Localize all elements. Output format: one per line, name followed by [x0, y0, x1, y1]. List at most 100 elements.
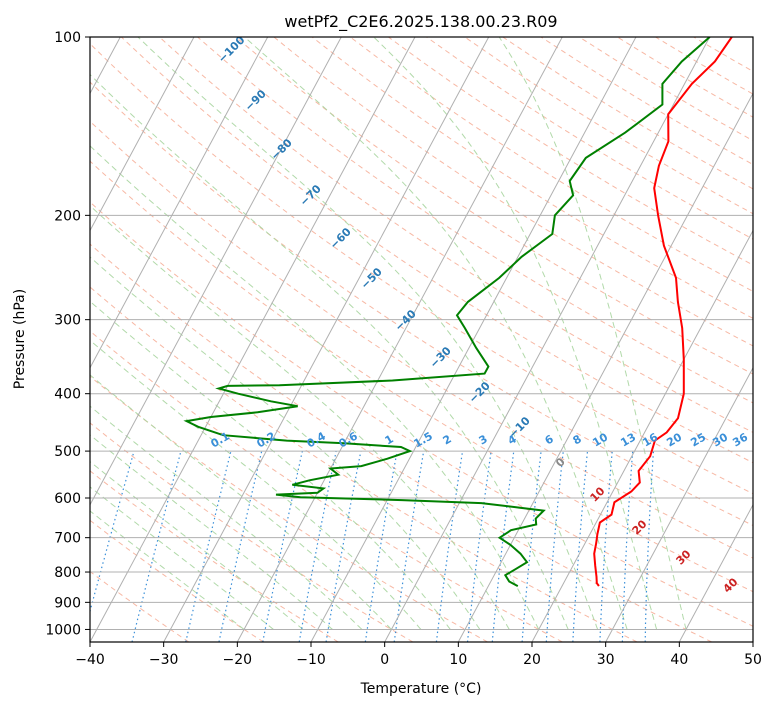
moist-adiabat-line — [90, 300, 451, 630]
mixing-ratio-line — [466, 451, 492, 642]
x-tick-label: −30 — [149, 652, 179, 668]
moist-adiabat-line — [90, 374, 392, 630]
moist-adiabat-line — [90, 434, 333, 630]
mixing-ratio-label: 0.1 — [209, 429, 232, 450]
mixing-ratio-line — [521, 451, 542, 642]
temperature-profile-line — [593, 37, 733, 587]
dry-adiabat-line — [426, 37, 753, 240]
dry-adiabat-label: 20 — [630, 517, 650, 537]
mixing-ratio-line — [298, 450, 337, 642]
y-tick-label: 700 — [54, 531, 81, 547]
isotherm-line — [310, 37, 637, 642]
mixing-ratio-label: 3 — [477, 432, 490, 447]
x-tick-label: 10 — [449, 652, 467, 668]
mixing-ratio-label: 36 — [730, 430, 750, 449]
isotherm-line — [531, 229, 753, 642]
mixing-ratio-line — [131, 450, 182, 642]
y-tick-label: 600 — [54, 491, 81, 507]
mixing-ratio-label: 2 — [441, 432, 454, 447]
moist-adiabat-line — [137, 37, 599, 630]
dry-adiabat-label: −60 — [327, 225, 354, 252]
mixing-ratio-label: 0.6 — [337, 429, 361, 450]
dry-adiabat-line — [90, 422, 414, 642]
y-tick-label: 100 — [54, 30, 81, 46]
isotherm-line — [384, 37, 711, 642]
dry-adiabat-line — [90, 286, 638, 642]
x-tick-label: −20 — [223, 652, 253, 668]
y-tick-label: 800 — [54, 565, 81, 581]
x-tick-label: 0 — [380, 652, 389, 668]
moist-adiabat-line — [90, 145, 540, 630]
isotherm-line — [90, 37, 269, 369]
dry-adiabat-label: −90 — [242, 87, 269, 114]
moist-adiabat-line — [90, 486, 274, 630]
isotherm-line — [163, 37, 490, 642]
chart-title: wetPf2_C2E6.2025.138.00.23.R09 — [284, 12, 557, 32]
x-axis-label: Temperature (°C) — [360, 681, 482, 697]
dry-adiabat-line — [349, 37, 753, 292]
dewpoint-profile-line — [183, 37, 711, 587]
dry-adiabat-line — [311, 37, 753, 319]
mixing-ratio-line — [599, 451, 613, 642]
mixing-ratio-line — [491, 451, 515, 642]
plot-frame — [89, 36, 754, 643]
x-tick-label: 30 — [597, 652, 615, 668]
dry-adiabat-label: 40 — [721, 575, 741, 595]
isotherm-line — [678, 503, 753, 642]
x-tick-label: 20 — [523, 652, 541, 668]
moist-adiabat-line — [90, 205, 510, 630]
moist-adiabat-line — [90, 256, 481, 630]
mixing-ratio-line — [325, 450, 362, 642]
moist-adiabat-line — [90, 339, 422, 630]
dry-adiabat-label: −70 — [297, 182, 324, 209]
mixing-ratio-label: 10 — [590, 430, 610, 449]
dry-adiabat-label: 30 — [674, 547, 694, 567]
moist-adiabat-line — [244, 37, 628, 630]
dry-adiabat-label: 0 — [553, 455, 568, 470]
dry-adiabat-label: −20 — [466, 379, 493, 406]
mixing-ratio-line — [545, 451, 564, 642]
mixing-ratio-line — [364, 450, 398, 642]
dry-adiabat-line — [578, 37, 753, 142]
y-tick-label: 1000 — [45, 622, 81, 638]
dry-adiabat-label: −30 — [427, 344, 454, 371]
y-tick-label: 400 — [54, 387, 81, 403]
moist-adiabat-line — [90, 510, 245, 630]
y-tick-label: 500 — [54, 444, 81, 460]
x-tick-label: −40 — [75, 652, 105, 668]
isotherm-line — [752, 640, 753, 642]
isotherm-line — [457, 92, 753, 642]
y-axis-label: Pressure (hPa) — [12, 289, 28, 389]
moist-adiabat-line — [373, 37, 658, 630]
mixing-ratio-line — [435, 451, 464, 642]
mixing-ratio-label: 8 — [571, 432, 584, 447]
mixing-ratio-label: 30 — [710, 430, 730, 449]
dry-adiabat-line — [90, 43, 753, 495]
x-tick-label: 40 — [670, 652, 688, 668]
dry-adiabat-label: −50 — [358, 265, 385, 292]
dry-adiabat-line — [540, 37, 753, 166]
y-tick-label: 900 — [54, 595, 81, 611]
mixing-ratio-line — [262, 450, 303, 642]
mixing-ratio-label: 0.2 — [255, 429, 278, 450]
mixing-ratio-label: 0.4 — [305, 429, 329, 450]
dry-adiabat-line — [90, 375, 488, 642]
dry-adiabat-label: 10 — [588, 484, 608, 504]
mixing-ratio-label: 6 — [543, 432, 556, 447]
dry-adiabat-line — [120, 37, 753, 464]
isotherm-line — [90, 37, 195, 232]
moist-adiabat-line — [90, 73, 569, 630]
y-tick-label: 300 — [54, 313, 81, 329]
y-tick-label: 200 — [54, 208, 81, 224]
mixing-ratio-line — [644, 451, 655, 642]
dry-adiabat-line — [90, 120, 753, 559]
isotherm-line — [605, 366, 753, 642]
dry-adiabat-line — [655, 37, 753, 95]
isotherm-line — [236, 37, 563, 642]
dry-adiabat-line — [90, 470, 339, 642]
dry-adiabat-line — [388, 37, 753, 266]
mixing-ratio-label: 20 — [664, 430, 684, 449]
dry-adiabat-line — [197, 37, 753, 404]
moist-adiabat-line — [498, 37, 687, 630]
x-tick-label: −10 — [296, 652, 326, 668]
